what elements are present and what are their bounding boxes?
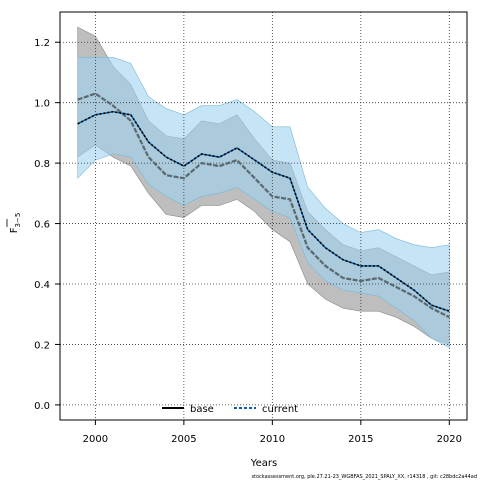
x-tick-label: 2015 bbox=[348, 434, 373, 445]
x-tick-label: 2005 bbox=[171, 434, 196, 445]
y-tick-label: 0.2 bbox=[34, 340, 50, 351]
x-axis: 2000 2005 2010 2015 2020 bbox=[83, 420, 462, 445]
y-tick-label: 0.8 bbox=[34, 159, 50, 170]
x-tick-label: 2020 bbox=[437, 434, 462, 445]
svg-text:F3−5: F3−5 bbox=[9, 213, 22, 234]
series-lines bbox=[77, 92, 450, 319]
plot-frame bbox=[59, 11, 468, 421]
legend-label-base: base bbox=[190, 404, 214, 415]
line-base bbox=[77, 92, 450, 319]
plot-area bbox=[59, 11, 468, 421]
footnote: stockassessment.org, ple.27.21-23_WGBFAS… bbox=[251, 474, 477, 480]
y-axis-title: F3−5 bbox=[6, 213, 22, 234]
y-axis: 0.0 0.2 0.4 0.6 0.8 1.0 1.2 bbox=[34, 38, 60, 412]
x-axis-title: Years bbox=[250, 458, 277, 469]
y-tick-label: 0.4 bbox=[34, 280, 50, 291]
y-tick-label: 0.6 bbox=[34, 220, 50, 231]
y-tick-label: 1.0 bbox=[34, 99, 50, 110]
grid-lines bbox=[60, 12, 467, 420]
x-tick-label: 2000 bbox=[83, 434, 108, 445]
line-current bbox=[77, 110, 450, 312]
y-tick-label: 1.2 bbox=[34, 38, 50, 49]
y-tick-label: 0.0 bbox=[34, 401, 50, 412]
band-current bbox=[77, 57, 450, 348]
y-axis-title-subscript: 3−5 bbox=[14, 213, 22, 228]
y-axis-title-main: F bbox=[9, 227, 20, 233]
legend: base current bbox=[162, 404, 298, 415]
x-tick-label: 2010 bbox=[260, 434, 285, 445]
legend-label-current: current bbox=[262, 404, 298, 415]
